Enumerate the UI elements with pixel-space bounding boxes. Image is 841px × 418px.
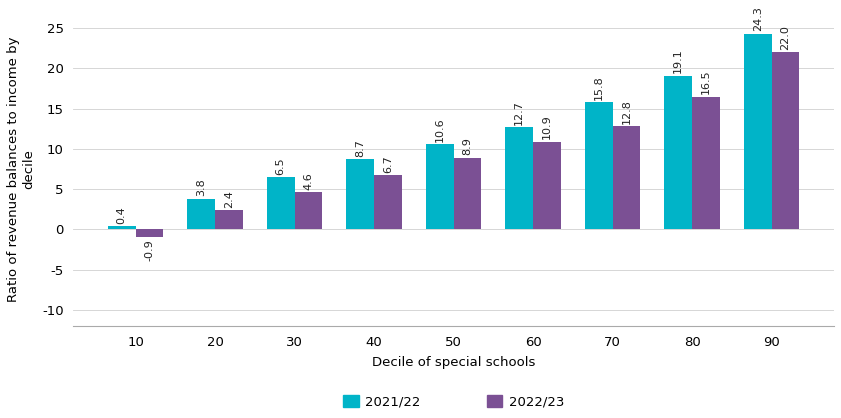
Text: 4.6: 4.6	[304, 172, 314, 190]
Text: 8.9: 8.9	[463, 138, 473, 155]
Bar	[294, 192, 322, 229]
Bar	[584, 102, 612, 229]
Text: 12.8: 12.8	[621, 99, 632, 124]
Bar	[664, 76, 692, 229]
Bar	[453, 158, 481, 229]
Bar	[533, 142, 561, 229]
Bar	[188, 199, 215, 229]
Bar	[346, 159, 374, 229]
Bar	[108, 226, 135, 229]
Text: 10.6: 10.6	[435, 117, 445, 142]
Bar	[374, 176, 402, 229]
Text: 19.1: 19.1	[674, 48, 683, 73]
Text: -0.9: -0.9	[145, 239, 155, 261]
Bar	[215, 210, 243, 229]
Bar	[772, 52, 800, 229]
Text: 12.7: 12.7	[514, 100, 524, 125]
Text: 2.4: 2.4	[224, 190, 234, 208]
Text: 16.5: 16.5	[701, 69, 711, 94]
Y-axis label: Ratio of revenue balances to income by
decile: Ratio of revenue balances to income by d…	[7, 36, 35, 302]
Text: 0.4: 0.4	[117, 206, 127, 224]
Bar	[505, 127, 533, 229]
Text: 15.8: 15.8	[594, 75, 604, 100]
Bar	[426, 144, 453, 229]
Bar	[267, 177, 294, 229]
Text: 22.0: 22.0	[780, 25, 791, 50]
Text: 10.9: 10.9	[542, 115, 552, 139]
Text: 3.8: 3.8	[196, 178, 206, 196]
Bar	[692, 97, 720, 229]
Text: 6.5: 6.5	[276, 157, 286, 175]
X-axis label: Decile of special schools: Decile of special schools	[372, 356, 536, 369]
Bar	[612, 126, 641, 229]
Text: 6.7: 6.7	[383, 155, 393, 173]
Text: 24.3: 24.3	[753, 6, 763, 31]
Bar	[135, 229, 163, 237]
Bar	[743, 34, 772, 229]
Legend: 2021/22, 2022/23: 2021/22, 2022/23	[337, 390, 569, 414]
Text: 8.7: 8.7	[355, 139, 365, 157]
